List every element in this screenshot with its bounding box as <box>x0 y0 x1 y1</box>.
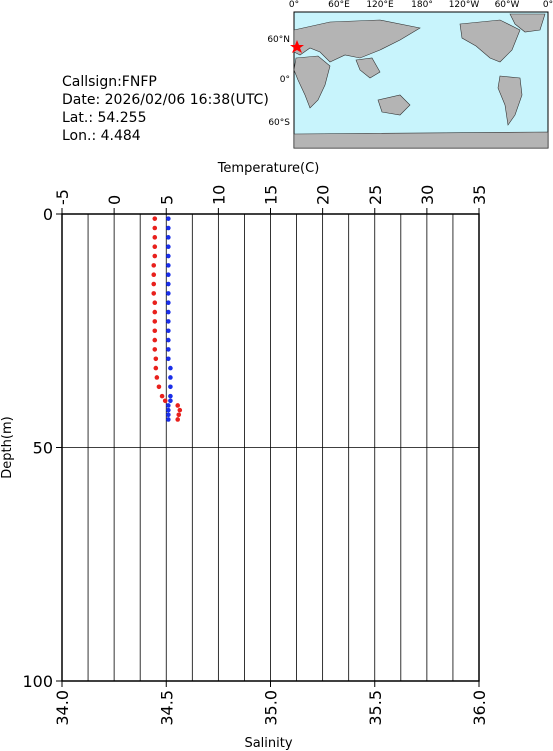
data-point <box>166 412 171 418</box>
data-point <box>166 235 171 240</box>
data-point <box>166 407 171 413</box>
x-tick-label: 30 <box>418 185 437 205</box>
data-point <box>152 328 158 334</box>
x2-tick-label: 35.0 <box>262 690 281 726</box>
data-point <box>152 235 158 240</box>
data-point <box>166 319 171 324</box>
data-point <box>151 272 157 278</box>
map-lon-label: 180° <box>411 0 433 10</box>
data-point <box>166 300 171 306</box>
data-point <box>166 281 171 287</box>
data-point <box>152 225 158 231</box>
x-tick-label: 5 <box>157 195 176 205</box>
x-tick-label: -5 <box>53 189 72 205</box>
x2-tick-label: 35.5 <box>366 690 385 726</box>
data-point <box>175 417 181 422</box>
data-point <box>152 309 158 315</box>
info-text: Date: 2026/02/06 16:38(UTC) <box>62 92 269 108</box>
x-tick-label: 10 <box>209 185 228 205</box>
data-point <box>166 328 171 334</box>
data-point <box>156 384 162 390</box>
info-text: Lat.: 54.255 <box>62 110 146 126</box>
x2-tick-label: 34.0 <box>53 690 72 726</box>
data-point <box>151 281 157 287</box>
data-point <box>151 263 157 268</box>
map-lon-label: 0° <box>289 0 299 10</box>
map-lon-label: 0° <box>543 0 553 10</box>
data-point <box>153 365 159 371</box>
x-tick-label: 0 <box>105 195 124 205</box>
data-point <box>166 272 171 278</box>
data-point <box>168 384 173 390</box>
data-point <box>176 412 182 418</box>
y-tick-label: 50 <box>33 439 53 458</box>
data-point <box>166 403 171 408</box>
data-point <box>166 225 171 231</box>
data-point <box>152 337 158 343</box>
x2-axis-title: Salinity <box>244 736 292 751</box>
data-point <box>152 300 158 306</box>
location-marker <box>290 40 304 53</box>
info-text: Lon.: 4.484 <box>62 128 141 144</box>
map-lat-label: 0° <box>280 75 290 85</box>
map-lon-label: 60°W <box>495 0 520 10</box>
x2-tick-label: 36.0 <box>470 690 489 726</box>
x-tick-label: 20 <box>314 185 333 205</box>
y-axis-title: Depth(m) <box>0 416 15 478</box>
data-point <box>168 398 173 404</box>
map-lon-label: 120°W <box>449 0 480 10</box>
data-point <box>166 244 171 249</box>
x-tick-label: 35 <box>470 185 489 205</box>
data-point <box>166 263 171 268</box>
data-point <box>166 253 171 259</box>
data-point <box>166 309 171 315</box>
data-point <box>152 244 158 249</box>
map-land <box>293 13 549 149</box>
data-point <box>159 393 165 399</box>
y-tick-label: 100 <box>22 672 53 691</box>
data-point <box>152 347 158 352</box>
x-tick-label: 25 <box>366 185 385 205</box>
data-point <box>168 375 173 380</box>
data-point <box>151 291 157 296</box>
map-lat-label: 60°S <box>268 118 290 128</box>
x2-tick-label: 34.5 <box>157 690 176 726</box>
map-lon-label: 120°E <box>366 0 394 10</box>
data-point <box>152 319 158 324</box>
data-point <box>166 337 171 343</box>
data-point <box>177 407 183 413</box>
data-point <box>162 398 168 404</box>
map-lon-label: 60°E <box>328 0 350 10</box>
data-point <box>166 356 171 362</box>
data-point <box>166 347 171 352</box>
data-point <box>168 365 173 371</box>
map <box>290 11 549 149</box>
map-lat-label: 60°N <box>267 35 290 45</box>
data-point <box>166 291 171 296</box>
data-point <box>152 216 158 221</box>
x-axis-title: Temperature(C) <box>217 161 320 176</box>
x-tick-label: 15 <box>262 185 281 205</box>
data-point <box>154 375 160 380</box>
data-point <box>166 216 171 221</box>
data-point <box>168 393 173 399</box>
y-tick-label: 0 <box>43 205 53 224</box>
data-point <box>175 403 181 408</box>
data-point <box>152 253 158 259</box>
info-text: Callsign:FNFP <box>62 74 157 90</box>
data-point <box>153 356 159 362</box>
data-point <box>166 417 171 422</box>
